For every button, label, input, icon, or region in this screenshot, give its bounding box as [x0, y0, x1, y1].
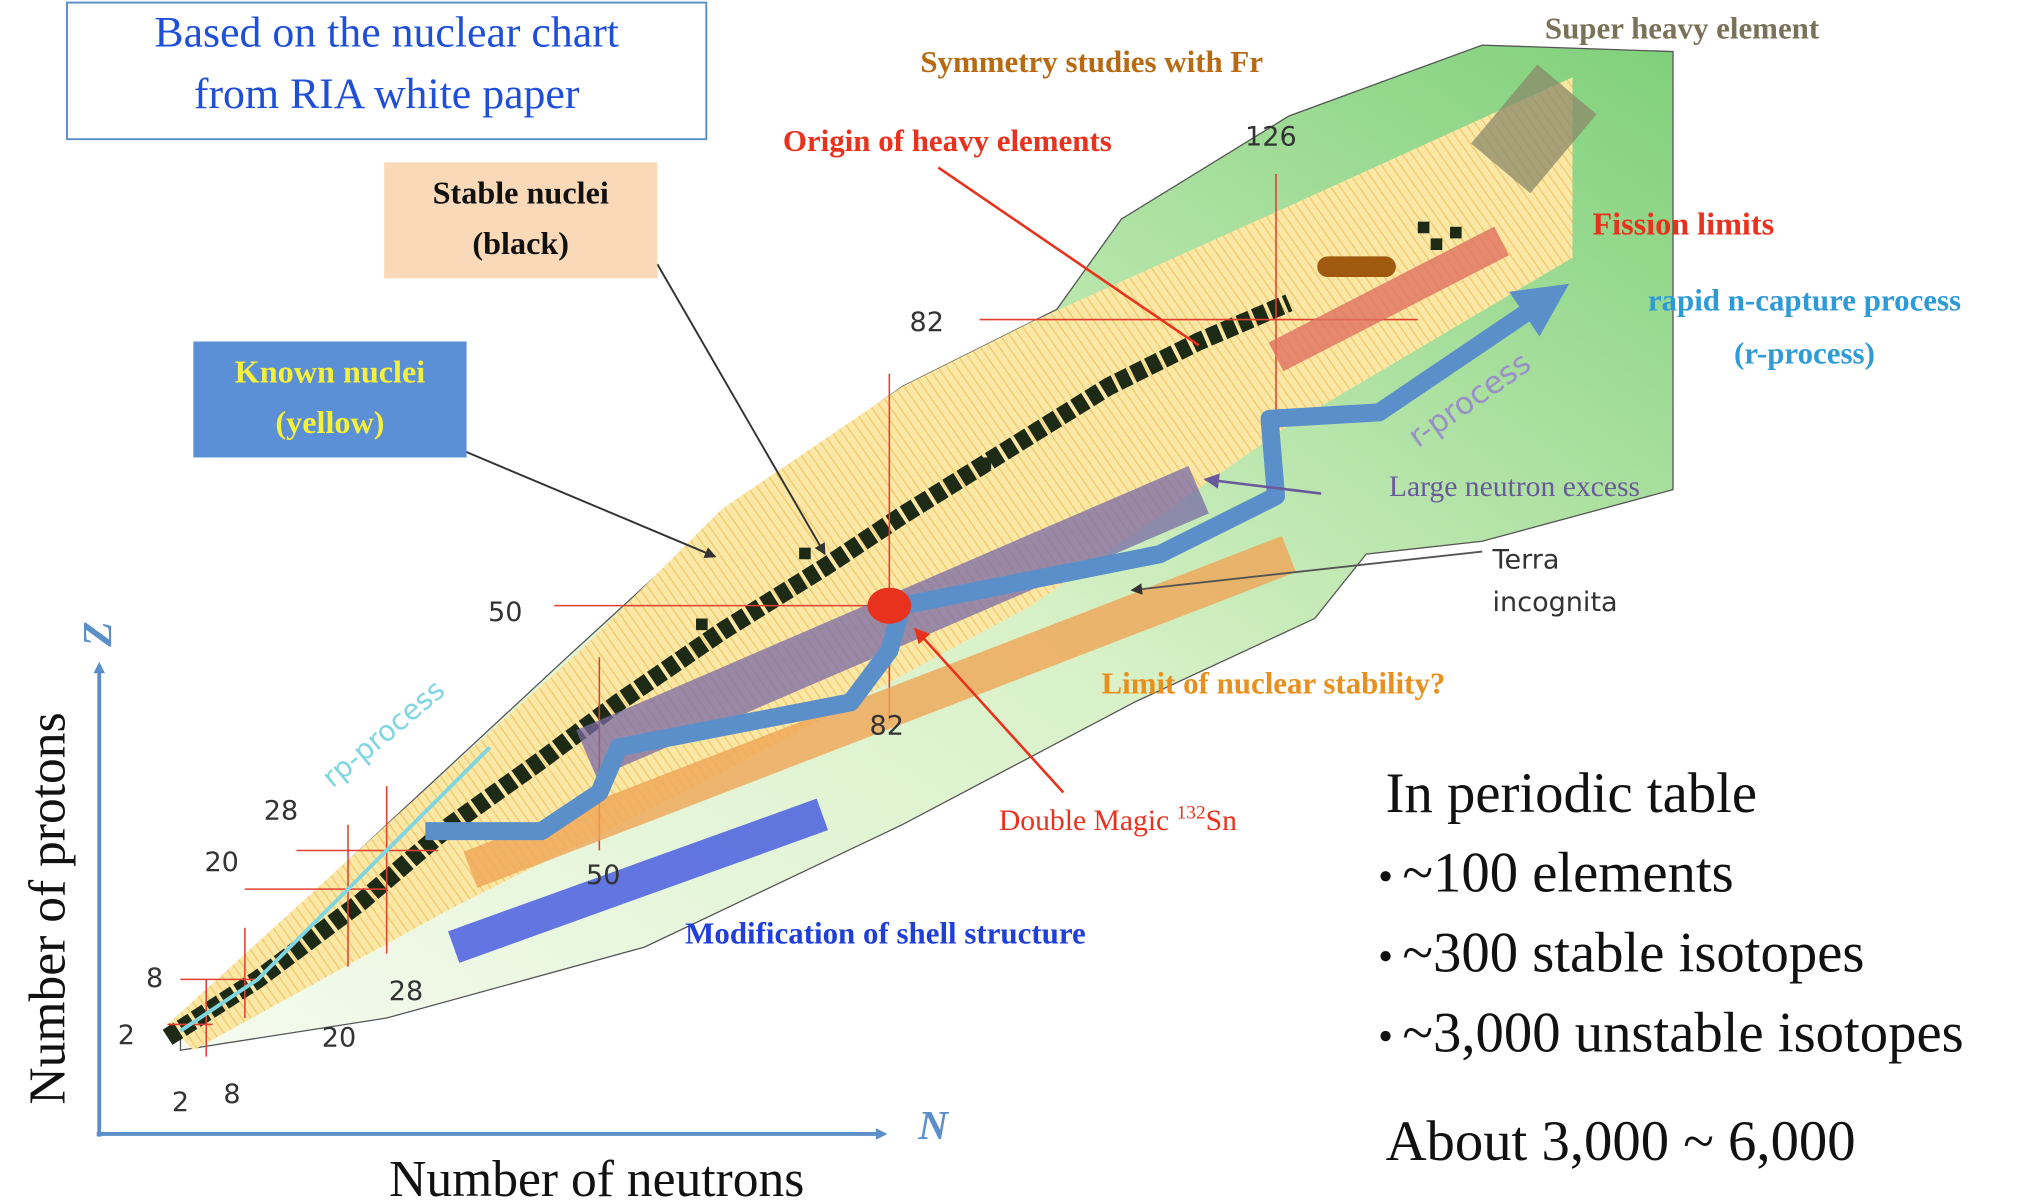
neutron-magic: 2 — [172, 1087, 189, 1118]
bullet — [1380, 951, 1390, 961]
callout-part: 132 — [1177, 802, 1206, 823]
proton-magic: 8 — [146, 963, 163, 994]
bullet — [1380, 1031, 1390, 1041]
callout: Limit of nuclear stability? — [1101, 665, 1445, 700]
callout: rapid n-capture process — [1648, 283, 1961, 318]
proton-magic: 82 — [910, 307, 944, 338]
callout: (black) — [472, 225, 569, 261]
leader — [464, 451, 715, 557]
diagram: Based on the nuclear chart from RIA whit… — [0, 0, 2021, 1201]
callout: Terra — [1492, 544, 1560, 575]
callout: Known nuclei — [235, 354, 426, 390]
proton-magic: 2 — [118, 1020, 135, 1051]
callout-part: Sn — [1206, 805, 1237, 837]
page: Based on the nuclear chart from RIA whit… — [0, 0, 2021, 1201]
process-label: rp-process — [316, 673, 451, 794]
proton-magic: 126 — [1245, 122, 1297, 153]
callout: (yellow) — [275, 404, 384, 440]
callout: incognita — [1493, 587, 1618, 618]
callout: Origin of heavy elements — [783, 123, 1112, 158]
periodic-bullet: ~100 elements — [1402, 842, 1733, 905]
neutron-magic: 82 — [870, 711, 904, 742]
periodic-bullet: ~300 stable isotopes — [1402, 922, 1864, 985]
x-axis-symbol: N — [917, 1102, 949, 1148]
periodic-title: In periodic table — [1386, 762, 1758, 825]
callout: Symmetry studies with Fr — [920, 44, 1263, 79]
y-axis-title: Number of protons — [19, 712, 76, 1104]
callout: Stable nuclei — [433, 175, 609, 211]
neutron-magic: 20 — [322, 1022, 356, 1053]
callout: Double Magic 132Sn — [999, 802, 1237, 837]
callout: Fission limits — [1592, 206, 1774, 242]
note-line: from RIA white paper — [194, 70, 580, 118]
periodic-footer: About 3,000 ~ 6,000 — [1386, 1110, 1856, 1173]
callout: Large neutron excess — [1389, 471, 1640, 503]
double-magic-point — [867, 588, 911, 624]
callout-part: Double Magic — [999, 805, 1177, 837]
periodic-bullet: ~3,000 unstable isotopes — [1402, 1002, 1963, 1065]
x-axis-title: Number of neutrons — [389, 1151, 804, 1201]
neutron-magic: 28 — [389, 976, 423, 1007]
neutron-magic: 50 — [586, 860, 620, 891]
neutron-magic: 8 — [223, 1079, 240, 1110]
note-line: Based on the nuclear chart — [154, 8, 619, 56]
proton-magic: 28 — [264, 796, 298, 827]
known-nuclei-band — [168, 77, 1573, 1050]
proton-magic: 20 — [204, 847, 238, 878]
callout: Modification of shell structure — [685, 915, 1086, 950]
callout: Super heavy element — [1545, 11, 1820, 46]
callout: (r-process) — [1734, 335, 1875, 370]
y-axis-symbol: Z — [74, 621, 120, 647]
proton-magic: 50 — [488, 597, 522, 628]
bullet — [1380, 871, 1390, 881]
